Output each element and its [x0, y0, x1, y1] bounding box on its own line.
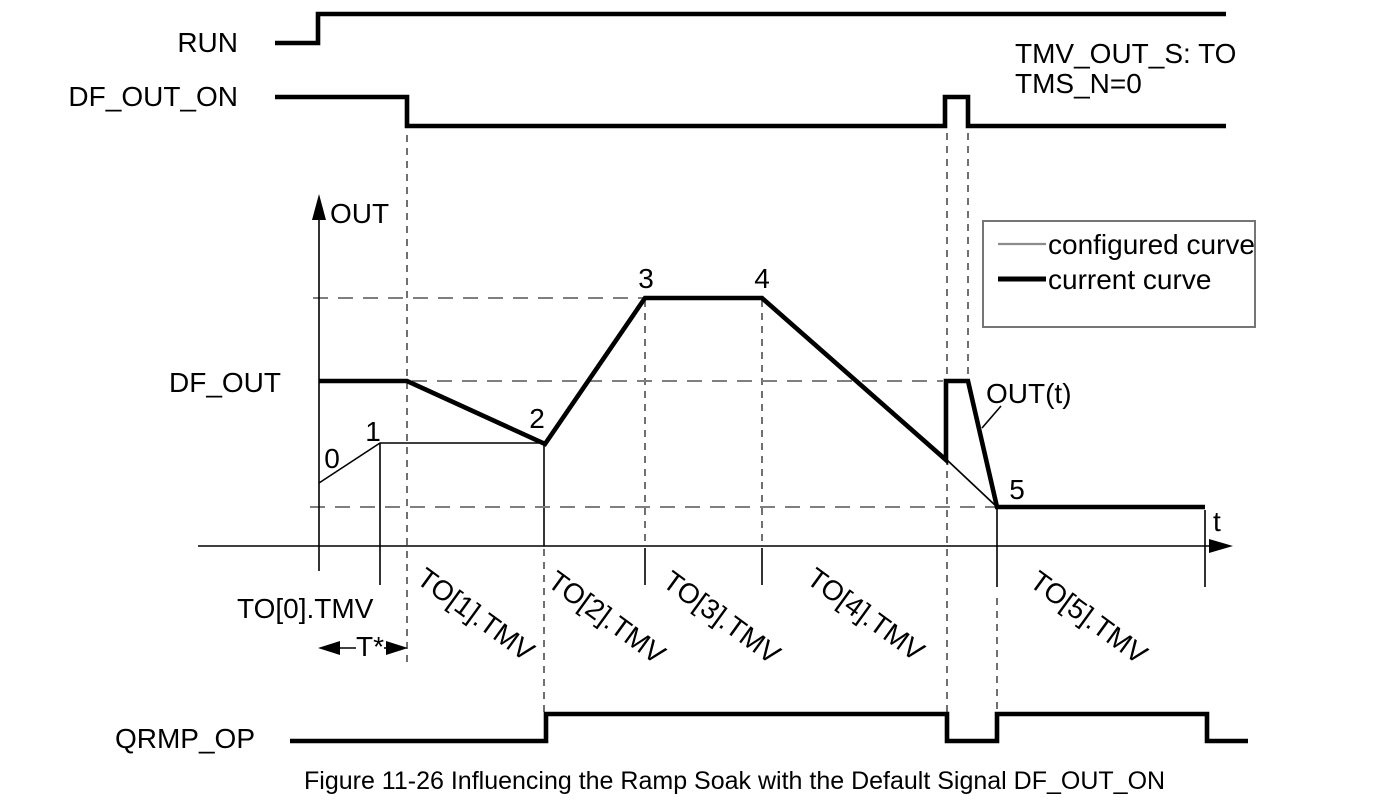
point-label-0: 0 — [324, 443, 340, 474]
configured-curve-start — [318, 442, 544, 484]
point-label-2: 2 — [529, 403, 545, 434]
x-axis-arrowhead-icon — [1209, 539, 1233, 553]
segment-label-to4: TO[4].TMV — [801, 562, 930, 667]
y-axis-arrowhead-icon — [312, 194, 326, 220]
out-t-annotation: OUT(t) — [986, 378, 1072, 409]
point-label-4: 4 — [754, 263, 770, 294]
df-out-on-signal-label: DF_OUT_ON — [68, 81, 238, 112]
legend-configured-label: configured curve — [1048, 229, 1255, 260]
segment-label-to3: TO[3].TMV — [657, 565, 786, 670]
y-axis-label: OUT — [330, 198, 389, 229]
segment-label-to5: TO[5].TMV — [1024, 565, 1153, 670]
df-out-on-waveform — [275, 94, 1226, 129]
x-axis-label: t — [1213, 506, 1221, 537]
point-label-5: 5 — [1009, 474, 1025, 505]
qrmp-op-signal-label: QRMP_OP — [115, 723, 255, 754]
run-signal-label: RUN — [177, 27, 238, 58]
current-curve — [319, 295, 1205, 510]
point-label-1: 1 — [365, 416, 381, 447]
qrmp-op-waveform — [290, 711, 1248, 744]
configured-curve-end — [945, 458, 998, 508]
t-star-label: T* — [356, 631, 384, 662]
segment-label-to0: TO[0].TMV — [237, 593, 374, 624]
t-star-left-arrowhead-icon — [318, 641, 340, 655]
segment-label-to2: TO[2].TMV — [542, 565, 671, 670]
run-waveform — [275, 11, 1226, 46]
note-line-2: TMS_N=0 — [1015, 68, 1142, 99]
note-line-1: TMV_OUT_S: TO — [1015, 38, 1236, 69]
t-star-right-arrowhead-icon — [386, 641, 408, 655]
df-out-level-label: DF_OUT — [169, 367, 281, 398]
legend-box — [982, 220, 1256, 328]
point-label-3: 3 — [638, 263, 654, 294]
segment-label-to1: TO[1].TMV — [411, 562, 540, 667]
out-t-leader-line — [981, 405, 1002, 429]
figure-caption: Figure 11-26 Influencing the Ramp Soak w… — [304, 767, 1165, 795]
legend-current-label: current curve — [1048, 264, 1211, 295]
